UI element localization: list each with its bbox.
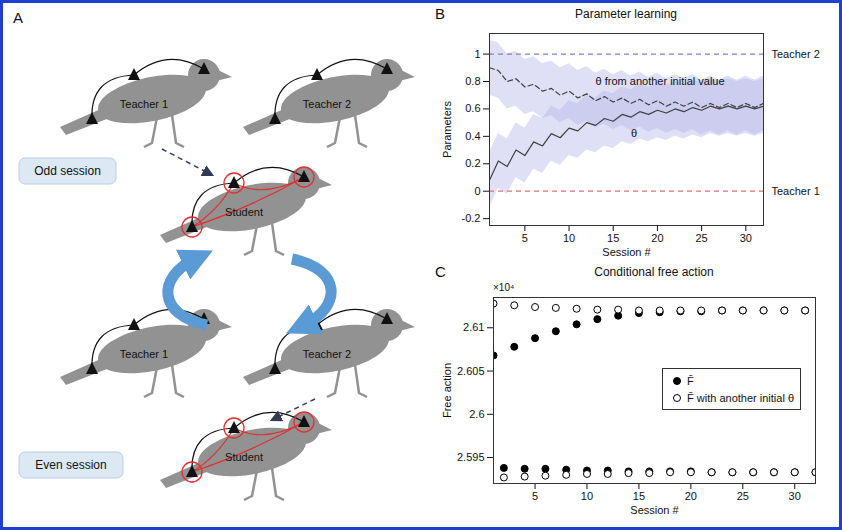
svg-text:0.6: 0.6 xyxy=(465,102,480,114)
svg-text:θ: θ xyxy=(631,127,637,139)
html-text:C: C xyxy=(435,263,446,280)
svg-text:30: 30 xyxy=(740,232,752,244)
svg-text:2.61: 2.61 xyxy=(463,321,484,333)
html-text:Conditional free action: Conditional free action xyxy=(594,265,714,279)
svg-text:5: 5 xyxy=(532,490,538,502)
svg-text:0: 0 xyxy=(474,185,480,197)
svg-text:1: 1 xyxy=(474,48,480,60)
svg-text:0.4: 0.4 xyxy=(465,130,480,142)
html-text:×10⁴: ×10⁴ xyxy=(493,282,515,293)
svg-text:θ from another initial value: θ from another initial value xyxy=(596,75,725,87)
svg-text:Odd session: Odd session xyxy=(34,164,101,178)
svg-text:25: 25 xyxy=(696,232,708,244)
svg-text:15: 15 xyxy=(607,232,619,244)
svg-text:Student: Student xyxy=(225,451,263,463)
svg-text:Teacher 1: Teacher 1 xyxy=(120,348,168,360)
svg-text:0.8: 0.8 xyxy=(465,75,480,87)
svg-text:20: 20 xyxy=(685,490,697,502)
svg-text:Teacher 2: Teacher 2 xyxy=(303,348,351,360)
svg-text:2.595: 2.595 xyxy=(457,451,485,463)
svg-text:Parameters: Parameters xyxy=(441,101,453,158)
svg-text:2.605: 2.605 xyxy=(457,365,485,377)
svg-text:Teacher 2: Teacher 2 xyxy=(303,98,351,110)
svg-text:10: 10 xyxy=(563,232,575,244)
svg-text:15: 15 xyxy=(633,490,645,502)
svg-text:-0.2: -0.2 xyxy=(462,212,481,224)
svg-text:Student: Student xyxy=(225,206,263,218)
html-text:F̄ with another initial θ: F̄ with another initial θ xyxy=(687,391,794,404)
svg-text:Session #: Session # xyxy=(630,504,679,516)
svg-text:Free action: Free action xyxy=(441,363,453,418)
svg-text:A: A xyxy=(13,9,23,26)
svg-text:2.6: 2.6 xyxy=(469,408,484,420)
svg-text:30: 30 xyxy=(789,490,801,502)
svg-text:0.2: 0.2 xyxy=(465,157,480,169)
svg-text:Session #: Session # xyxy=(602,246,651,258)
html-text:F̄: F̄ xyxy=(687,374,694,387)
html-text:Parameter learning: Parameter learning xyxy=(575,7,677,21)
svg-text:Teacher 1: Teacher 1 xyxy=(772,185,820,197)
svg-text:25: 25 xyxy=(737,490,749,502)
html-text:B: B xyxy=(435,5,445,22)
svg-text:20: 20 xyxy=(651,232,663,244)
svg-text:10: 10 xyxy=(581,490,593,502)
svg-text:Teacher 2: Teacher 2 xyxy=(772,48,820,60)
svg-text:5: 5 xyxy=(522,232,528,244)
svg-text:Teacher 1: Teacher 1 xyxy=(120,98,168,110)
svg-text:Even session: Even session xyxy=(35,458,106,472)
